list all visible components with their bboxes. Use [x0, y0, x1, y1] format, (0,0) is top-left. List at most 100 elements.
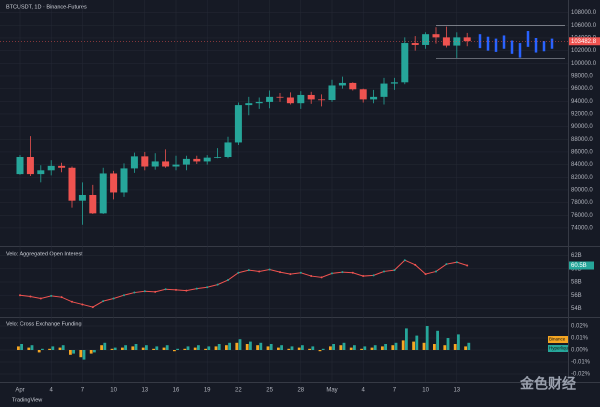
candle-body — [432, 34, 440, 38]
funding-bar — [165, 345, 169, 350]
candle-body — [370, 96, 378, 100]
funding-bar — [436, 330, 439, 350]
x-tick-label: 19 — [204, 388, 211, 394]
y-tick-label: 100000.0 — [571, 61, 597, 67]
legend-box — [548, 336, 568, 343]
y-tick-label: 76000.0 — [571, 213, 593, 219]
pane-title: Velo: Cross Exchange Funding — [6, 321, 82, 327]
candle-body — [141, 156, 149, 167]
oi-point — [102, 300, 105, 303]
funding-bar — [79, 350, 83, 358]
funding-bar — [41, 348, 44, 350]
y-tick-label: 98000.0 — [571, 74, 593, 80]
oi-point — [91, 306, 94, 309]
x-tick-label: 28 — [297, 388, 304, 394]
funding-bar — [394, 342, 398, 350]
y-tick-label: 102000.0 — [571, 48, 597, 54]
x-tick-label: 25 — [266, 388, 273, 394]
x-tick-label: 4 — [50, 388, 54, 394]
y-tick-label: -0.01% — [571, 360, 591, 366]
y-tick-label: 88000.0 — [571, 137, 593, 143]
candle-body — [245, 103, 253, 106]
candle-body — [68, 167, 76, 201]
oi-point — [362, 275, 365, 278]
candle-body — [338, 82, 346, 86]
oi-line — [19, 259, 468, 308]
candle-body — [203, 157, 211, 162]
funding-bar — [61, 345, 65, 350]
candle-body — [99, 173, 107, 214]
candle-body — [120, 168, 128, 193]
oi-point — [445, 263, 448, 266]
y-tick-label: 92000.0 — [571, 112, 593, 118]
candle-body — [58, 165, 66, 168]
y-tick-label: 90000.0 — [571, 124, 593, 130]
candle-body — [110, 173, 118, 193]
funding-bar — [20, 344, 23, 350]
funding-bar — [238, 339, 242, 350]
funding-bar — [391, 345, 395, 350]
y-tick-label: 0.02% — [571, 324, 589, 330]
candle-body — [297, 94, 305, 104]
y-tick-label: 106000.0 — [571, 23, 597, 29]
candle-body — [26, 157, 34, 175]
funding-bar — [235, 342, 239, 350]
candle-body — [78, 194, 86, 201]
y-tick-label: 58B — [571, 280, 582, 286]
funding-bar — [342, 342, 346, 350]
funding-bar — [446, 338, 450, 350]
y-tick-label: 74000.0 — [571, 225, 593, 231]
last-price-label: 103482.8 — [571, 39, 597, 45]
candle-body — [442, 37, 450, 46]
funding-bar — [186, 346, 190, 350]
funding-bar — [360, 348, 363, 350]
candle-body — [463, 37, 471, 42]
candle-body — [47, 165, 55, 171]
oi-point — [71, 300, 73, 303]
candle-body — [130, 156, 138, 169]
funding-bar — [141, 347, 145, 350]
oi-point — [351, 271, 354, 274]
legend-label: Hyperliquid — [549, 346, 572, 351]
candle-body — [162, 161, 170, 167]
oi-point — [403, 259, 406, 262]
watermark: 金色财经 — [519, 376, 576, 392]
funding-bar — [422, 342, 426, 350]
funding-bar — [228, 342, 231, 350]
x-tick-label: 7 — [393, 388, 397, 394]
funding-bar — [259, 342, 263, 350]
funding-bar — [30, 345, 34, 350]
candle-body — [390, 82, 398, 84]
funding-bar — [332, 344, 335, 350]
oi-point — [383, 270, 385, 273]
oi-point — [112, 297, 115, 300]
oi-point — [227, 279, 229, 282]
y-tick-label: -0.02% — [571, 372, 591, 378]
funding-bar — [353, 345, 356, 350]
last-value-box — [569, 261, 594, 270]
y-tick-label: 96000.0 — [571, 86, 593, 92]
x-tick-label: 10 — [110, 388, 117, 394]
funding-bar — [72, 350, 75, 354]
funding-bar — [58, 347, 62, 350]
y-tick-label: 94000.0 — [571, 99, 593, 105]
oi-point — [320, 276, 323, 279]
candle-body — [380, 83, 388, 97]
x-tick-label: May — [326, 388, 337, 394]
oi-point — [466, 264, 469, 267]
y-tick-label: 108000.0 — [571, 10, 597, 16]
oi-point — [195, 287, 198, 290]
logo: TradingView — [12, 397, 42, 403]
funding-bar — [329, 346, 332, 350]
y-tick-label: 78000.0 — [571, 200, 593, 206]
funding-bar — [370, 347, 374, 350]
funding-bar — [17, 346, 20, 350]
oi-point — [216, 283, 219, 286]
pane-title: Velo: Aggregated Open Interest — [6, 251, 83, 257]
funding-bar — [349, 347, 353, 350]
last-price-box — [569, 37, 600, 46]
oi-point — [372, 274, 375, 277]
candle-body — [193, 158, 201, 162]
candle-body — [422, 34, 430, 45]
